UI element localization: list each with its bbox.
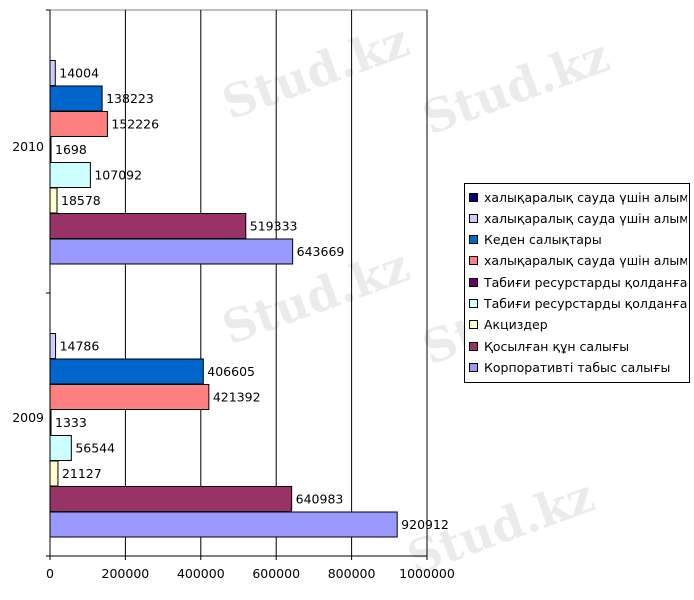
legend-item: Кеден салықтары	[469, 231, 687, 249]
x-tick-label: 600000	[252, 566, 300, 581]
legend-swatch	[469, 341, 478, 351]
bar	[49, 358, 204, 385]
data-label: 920912	[401, 517, 449, 532]
data-label: 640983	[296, 492, 344, 507]
legend-swatch	[469, 277, 478, 287]
legend-item: халықаралық сауда үшін алым,	[469, 209, 687, 227]
x-tick-label: 400000	[177, 566, 225, 581]
data-label: 421392	[213, 390, 261, 405]
bar	[49, 333, 57, 359]
bar	[49, 486, 293, 512]
x-tick-label: 1000000	[399, 566, 455, 581]
data-label: 1333	[55, 415, 87, 430]
bar	[49, 460, 59, 487]
legend-label: Кеден салықтары	[484, 232, 602, 248]
legend-item: Қосылған құн салығы	[469, 337, 687, 355]
legend-item: Табиғи ресурстарды қолданғаны	[469, 295, 687, 313]
data-label: 1698	[55, 142, 87, 157]
legend-swatch	[469, 192, 478, 202]
legend-label: Корпоративті табыс салығы	[484, 359, 671, 375]
data-label: 152226	[111, 117, 159, 132]
legend-swatch	[469, 362, 478, 372]
bar	[49, 384, 210, 410]
axes-layer: 0 200000 400000 600000 800000 1000000 2009 2010	[12, 9, 455, 581]
x-tick-label: 800000	[328, 566, 376, 581]
data-label: 14786	[60, 339, 100, 354]
bar	[49, 213, 247, 239]
bar	[49, 511, 398, 538]
x-tick-label: 200000	[102, 566, 150, 581]
legend-swatch	[469, 256, 478, 266]
legend-item: халықаралық сауда үшін алым,	[469, 252, 687, 270]
data-label: 406605	[207, 364, 255, 379]
legend-item: халықаралық сауда үшін алым,	[469, 188, 687, 206]
legend-swatch	[469, 320, 478, 330]
data-label: 643669	[297, 244, 345, 259]
legend-label: халықаралық сауда үшін алым,	[484, 253, 687, 269]
data-label: 138223	[106, 91, 154, 106]
legend-item: Акциздер	[469, 316, 687, 334]
x-tick-label: 0	[46, 566, 54, 581]
watermark-text: Stud.kz	[415, 28, 616, 145]
legend-label: халықаралық сауда үшін алым,	[484, 189, 687, 205]
data-label: 107092	[94, 168, 142, 183]
legend-swatch	[469, 299, 478, 308]
legend: халықаралық сауда үшін алым, халықаралық …	[464, 183, 690, 383]
data-labels-layer: 920912 640983 21127 56544 1333 421392 406605 14…	[55, 66, 449, 533]
legend-item: Табиғи ресурстарды қолданғаны	[469, 273, 687, 291]
legend-swatch	[469, 213, 478, 223]
bar	[49, 238, 294, 265]
bar	[49, 435, 72, 461]
data-label: 519333	[250, 219, 298, 234]
data-label: 14004	[59, 66, 99, 81]
category-label: 2010	[12, 139, 44, 154]
legend-label: Акциздер	[484, 317, 548, 333]
data-label: 18578	[61, 193, 101, 208]
legend-label: халықаралық сауда үшін алым,	[484, 210, 687, 226]
legend-item: Корпоративті табыс салығы	[469, 358, 687, 376]
bar	[49, 111, 108, 137]
legend-swatch	[469, 235, 478, 245]
category-label: 2009	[12, 410, 44, 425]
bars-layer	[49, 60, 398, 538]
data-label: 21127	[62, 466, 102, 481]
legend-label: Табиғи ресурстарды қолданғаны	[484, 296, 687, 311]
legend-label: Қосылған құн салығы	[484, 338, 630, 354]
bar	[49, 162, 91, 188]
bar	[49, 60, 56, 86]
bar	[49, 85, 103, 112]
legend-label: Табиғи ресурстарды қолданғаны	[484, 274, 687, 290]
bar	[49, 187, 58, 214]
data-label: 56544	[75, 441, 115, 456]
